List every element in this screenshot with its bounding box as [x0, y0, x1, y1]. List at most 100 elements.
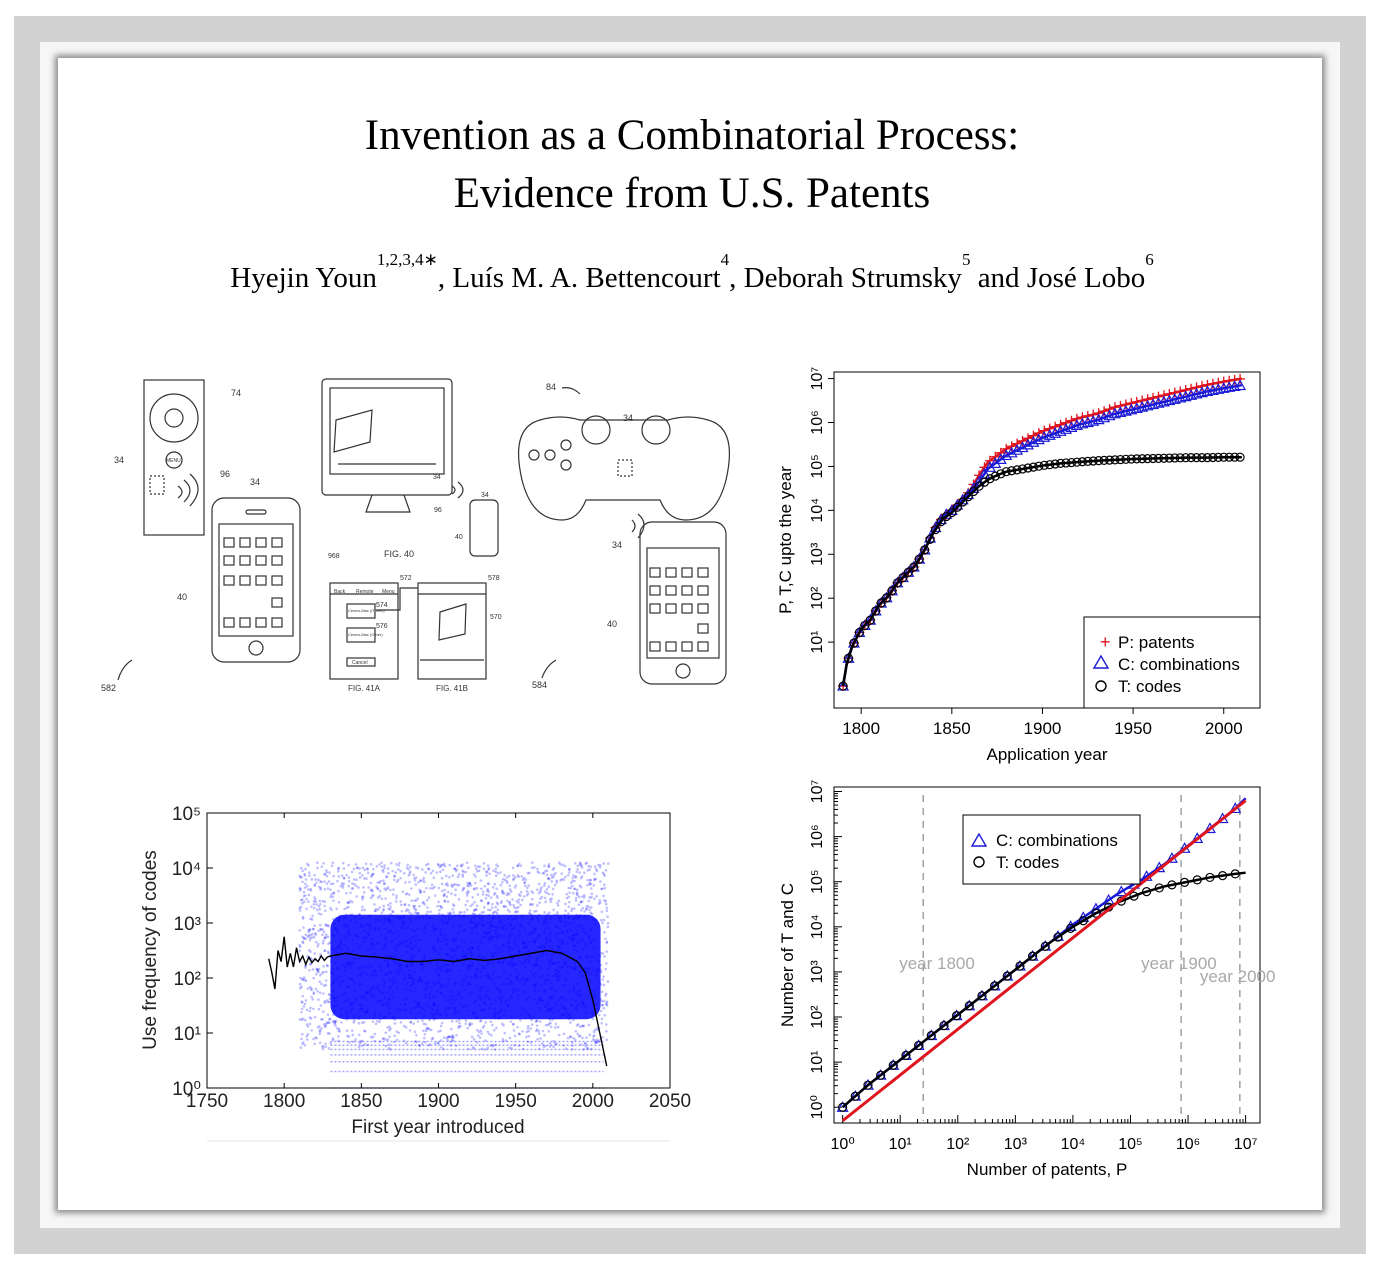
scatter-point: [446, 890, 450, 894]
data-point: [925, 534, 935, 544]
data-point: [1143, 454, 1153, 464]
scatter-point: [577, 1034, 581, 1038]
scatter-point: [374, 917, 378, 921]
legend-triangle-icon: [1092, 654, 1110, 669]
scatter-point: [464, 1019, 468, 1022]
scatter-point: [516, 1025, 519, 1029]
scatter-point: [323, 873, 327, 877]
scatter-point: [298, 949, 301, 953]
scatter-point: [550, 957, 553, 961]
scatter-point: [451, 1038, 454, 1042]
scatter-point: [589, 911, 593, 914]
scatter-point: [585, 956, 589, 959]
scatter-point: [365, 973, 368, 976]
scatter-point: [503, 928, 506, 932]
scatter-point: [432, 876, 436, 880]
scatter-point: [302, 937, 306, 940]
scatter-point: [487, 890, 490, 894]
data-point: [1094, 456, 1104, 466]
scatter-point: [605, 1003, 609, 1007]
scatter-point: [511, 947, 514, 951]
scatter-point: [327, 1021, 330, 1024]
scatter-point: [310, 1029, 314, 1032]
scatter-point: [509, 923, 513, 927]
drawing-label: 34: [114, 455, 124, 465]
y-tick-label: 10⁴: [809, 914, 826, 939]
author-name: José Lobo: [1026, 262, 1146, 294]
data-point: [1175, 386, 1186, 397]
scatter-point: [551, 892, 554, 896]
scatter-point: [313, 952, 317, 955]
scatter-point: [476, 967, 479, 971]
scatter-point: [347, 962, 350, 965]
scatter-point: [493, 929, 497, 932]
scatter-point: [473, 1000, 476, 1004]
scatter-point: [576, 868, 579, 871]
scatter-point: [386, 886, 390, 889]
scatter-point: [474, 1011, 478, 1015]
scatter-point: [601, 1003, 605, 1007]
scatter-point: [592, 1038, 595, 1041]
scatter-point: [361, 897, 364, 901]
scatter-point: [438, 908, 441, 912]
scatter-point: [495, 887, 498, 891]
scatter-point: [480, 998, 483, 1001]
scatter-point: [305, 907, 308, 911]
scatter-point: [323, 887, 327, 891]
scatter-point: [552, 875, 555, 879]
scatter-point: [570, 909, 573, 913]
scatter-point: [407, 976, 411, 980]
data-point: [1169, 387, 1180, 398]
drawing-label: 96: [220, 469, 230, 479]
scatter-point: [329, 888, 332, 891]
scatter-point: [584, 1042, 587, 1046]
scatter-point: [493, 1012, 496, 1016]
scatter-point: [422, 1022, 425, 1026]
scatter-point: [329, 895, 332, 899]
scatter-point: [578, 956, 582, 959]
scatter-point: [457, 1018, 461, 1022]
scatter-point: [471, 912, 475, 916]
scatter-point: [340, 874, 344, 878]
scatter-point: [601, 921, 604, 925]
scatter-point: [309, 889, 313, 892]
y-tick-label: 10²: [809, 586, 826, 610]
scatter-point: [433, 983, 436, 986]
scatter-point: [486, 902, 490, 906]
scatter-point: [404, 965, 408, 969]
scatter-point: [350, 1004, 354, 1007]
scatter-point: [413, 939, 417, 942]
scatter-point: [517, 929, 521, 933]
scatter-point: [365, 935, 368, 939]
scatter-point: [479, 899, 483, 902]
scatter-point: [361, 895, 365, 898]
scatter-point: [472, 916, 476, 919]
scatter-point: [516, 994, 520, 997]
scatter-point: [418, 976, 422, 979]
scatter-point: [481, 1008, 485, 1012]
scatter-point: [589, 865, 593, 868]
scatter-point: [355, 933, 358, 937]
scatter-point: [550, 953, 553, 957]
scatter-point: [599, 918, 603, 922]
scatter-point: [312, 906, 316, 910]
scatter-point: [374, 920, 377, 923]
scatter-point: [357, 1017, 361, 1021]
scatter-point: [527, 1034, 531, 1038]
scatter-point: [452, 883, 455, 887]
scatter-point: [598, 981, 602, 985]
scatter-point: [573, 933, 576, 937]
scatter-point: [373, 1016, 376, 1020]
drawing-label: FIG. 40: [384, 549, 414, 559]
scatter-point: [514, 910, 518, 913]
scatter-point: [474, 924, 478, 927]
scatter-point: [547, 911, 551, 915]
scatter-point: [487, 997, 491, 1001]
scatter-point: [544, 1023, 548, 1027]
drawing-ui-text: Centro-Mac (Other): [348, 632, 383, 637]
scatter-point: [520, 1013, 524, 1016]
scatter-point: [481, 935, 485, 939]
scatter-point: [445, 970, 448, 974]
scatter-point: [488, 872, 491, 876]
data-point: [1121, 454, 1131, 464]
